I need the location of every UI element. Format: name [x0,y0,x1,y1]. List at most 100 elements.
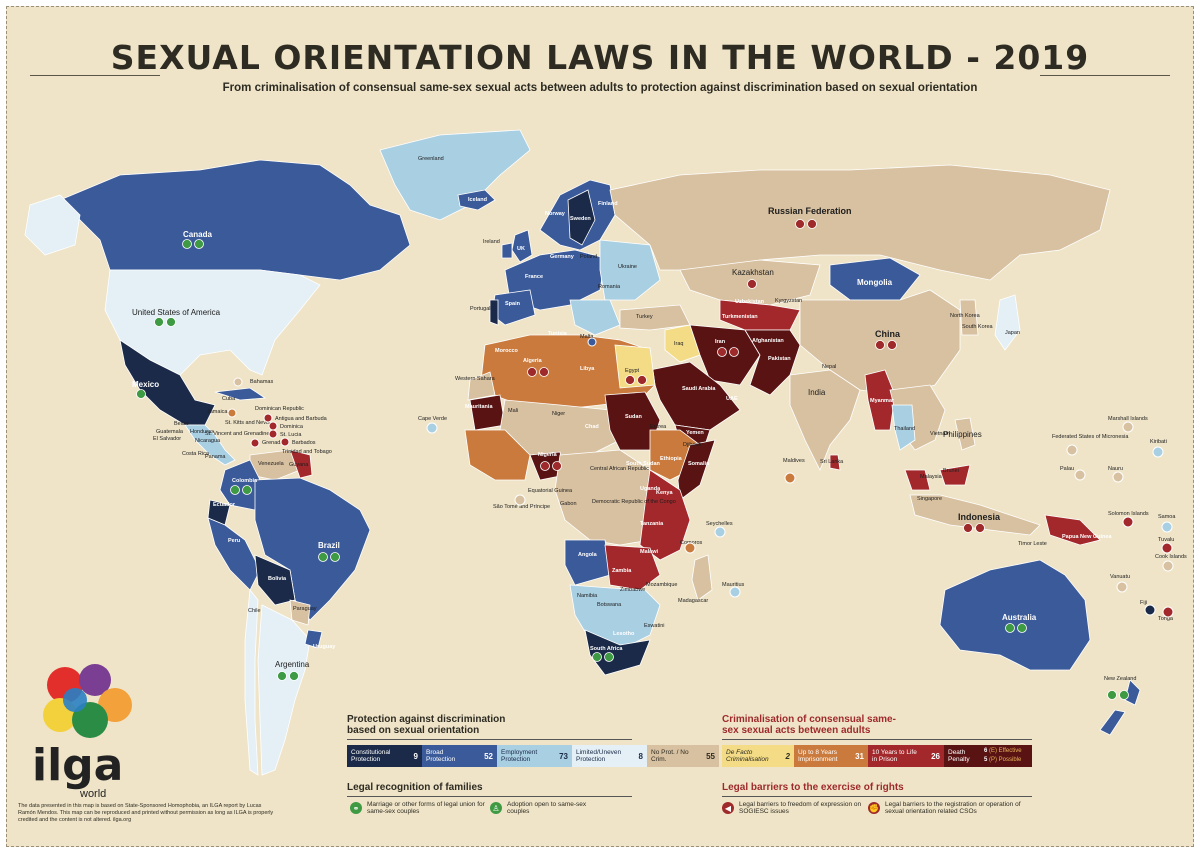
bolivia-shape[interactable] [254,554,296,606]
marker-cape-verde [426,422,438,434]
paraguay-shape[interactable] [289,599,311,626]
chile-shape[interactable] [244,588,259,776]
cuba-shape[interactable] [214,387,267,401]
australia-shape[interactable] [939,559,1091,671]
peru-shape[interactable] [207,517,261,591]
label-st-lucia: St. Lucia [280,432,302,438]
myanmar-shape[interactable] [864,369,896,431]
marriage-icon-argentina [277,671,287,681]
marker-fiji [1144,604,1156,616]
brazil-shape[interactable] [254,477,371,621]
label-afghanistan: Afghanistan [752,338,784,344]
thailand-shape[interactable] [891,404,916,451]
source-note: The data presented in this map is based … [18,803,274,824]
iberia-shape[interactable] [491,289,536,326]
label-malta: Malta [580,334,594,340]
label-kyrgyzstan: Kyrgyzstan [775,298,802,304]
legend-death-possible-count: 5 [984,757,988,763]
afghanistan-pakistan-shape[interactable] [744,329,801,396]
philippines-shape[interactable] [954,417,976,451]
papua-new-guinea-shape[interactable] [1044,514,1101,546]
label-australia: Australia [1002,613,1037,622]
somalia-shape[interactable] [677,439,716,501]
label-grenada: Grenada [262,440,284,446]
adoption-icon-australia [1017,623,1027,633]
marriage-icon-new-zealand [1107,690,1117,700]
label-st-kitts: St. Kitts and Nevis [225,420,270,426]
southern-central-shape[interactable] [604,544,661,591]
megaphone-icon: ◀ [722,802,734,814]
logo-name: ilga [32,740,124,791]
central-africa-shape[interactable] [554,449,661,546]
indonesia-shape[interactable] [909,494,1041,536]
label-tanzania: Tanzania [640,521,664,527]
label-chile: Chile [248,608,261,614]
expression-icon-nigeria [540,461,550,471]
label-greenland: Greenland [418,156,444,162]
new-zealand-shape[interactable] [1099,679,1141,736]
label-pakistan: Pakistan [768,356,791,362]
sweden-shape[interactable] [567,189,596,246]
legend-marriage-label: Marriage or other forms of legal union f… [367,801,485,815]
iceland-shape[interactable] [457,189,496,211]
legend-expression-label: Legal barriers to freedom of expression … [739,801,862,815]
balkans-shape[interactable] [569,299,621,336]
marriage-icon-brazil [318,552,328,562]
marker-marshall-islands [1122,421,1134,433]
korea-shape[interactable] [959,299,979,336]
portugal-shape[interactable] [489,299,499,326]
western-sahara-shape[interactable] [467,371,496,401]
marker-vanuatu [1116,581,1128,593]
marker-comoros [684,542,696,554]
label-barbados: Barbados [292,440,316,446]
japan-shape[interactable] [994,294,1021,351]
angola-shape[interactable] [564,539,611,586]
label-djibouti: Djibouti [683,442,701,448]
uk-shape[interactable] [511,229,533,263]
argentina-shape[interactable] [257,604,311,776]
india-shape[interactable] [789,369,861,471]
saudi-arabia-shape[interactable] [649,361,741,431]
label-thailand: Thailand [894,426,915,432]
label-india: India [808,388,826,397]
label-south-sudan: South Sudan [626,461,661,467]
label-mozambique: Mozambique [646,582,678,588]
madagascar-shape[interactable] [691,554,713,601]
guyana-shape[interactable] [289,449,313,479]
legend-families-heading: Legal recognition of families [347,782,483,793]
label-trinidad: Trinidad and Tobago [282,449,332,455]
registration-icon-indonesia [975,523,985,533]
legend-limited-count: 8 [638,751,643,761]
legend-no-protection-count: 55 [706,751,715,761]
label-zambia: Zambia [612,568,632,574]
turkey-shape[interactable] [619,304,691,331]
label-egypt: Egypt [625,368,640,374]
iraq-shape[interactable] [664,324,701,363]
south-africa-shape[interactable] [584,629,651,676]
alaska-shape[interactable] [24,194,81,256]
greenland-shape[interactable] [379,129,531,221]
mauritania-shape[interactable] [469,394,506,431]
registration-icon-iran [729,347,739,357]
eastern-europe-shape[interactable] [599,239,661,301]
label-brazil: Brazil [318,541,340,550]
central-america-shape[interactable] [184,424,236,466]
west-africa-shape[interactable] [464,429,531,481]
uruguay-shape[interactable] [304,629,323,649]
label-tonga: Tonga [1158,616,1174,622]
expression-icon-china [875,340,885,350]
label-uzbekistan: Uzbekistan [735,299,765,305]
ireland-shape[interactable] [501,242,513,259]
sri-lanka-shape[interactable] [829,454,841,471]
malaysia-shape[interactable] [904,464,971,491]
marker-samoa [1161,521,1173,533]
canada-shape[interactable] [59,159,411,281]
label-spain: Spain [505,301,521,307]
label-malawi: Malawi [640,549,659,555]
egypt-shape[interactable] [614,344,656,389]
east-africa-shape[interactable] [639,469,691,561]
legend-criminalisation-heading: Criminalisation of consensual same-sex s… [722,714,896,736]
russia-shape[interactable] [609,164,1111,281]
legend-broad-label: Broad Protection [426,749,456,763]
legend-constitutional-count: 9 [413,751,418,761]
